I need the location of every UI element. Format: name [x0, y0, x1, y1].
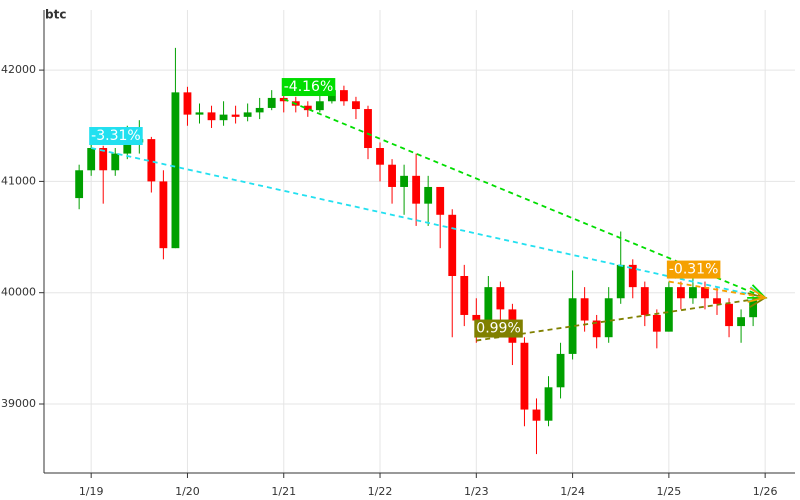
candle-body — [340, 90, 348, 102]
annotation-line — [90, 147, 766, 299]
candle-body — [123, 142, 132, 154]
candle-body — [87, 148, 96, 171]
candle-body — [532, 409, 541, 421]
y-tick-label: 40000 — [1, 286, 36, 299]
candle-body — [436, 186, 445, 215]
candle-body — [568, 298, 577, 354]
candle-body — [195, 112, 204, 115]
y-tick-label: 39000 — [1, 397, 36, 410]
candle-body — [725, 303, 733, 327]
candle-body — [400, 175, 409, 187]
x-tick-label: 1/25 — [657, 485, 682, 498]
candle-body — [604, 298, 613, 338]
candle-body — [496, 287, 505, 310]
candle-body — [713, 298, 721, 304]
candle-body — [424, 186, 433, 204]
candle-body — [580, 298, 589, 321]
annotation-box — [281, 78, 336, 97]
y-tick-label: 41000 — [1, 174, 36, 187]
candle-body — [364, 109, 372, 149]
annotation-box — [474, 319, 523, 338]
x-tick-label: 1/21 — [271, 485, 296, 498]
candle-body — [171, 92, 180, 249]
candle-body — [183, 92, 192, 115]
candle-body — [99, 148, 108, 171]
x-tick-label: 1/23 — [464, 485, 489, 498]
candle-body — [111, 153, 120, 171]
arrow-head — [747, 287, 768, 303]
candle-body — [664, 287, 673, 332]
candle-body — [556, 353, 565, 388]
candle-body — [376, 148, 384, 165]
annotation-box — [89, 127, 143, 146]
candle-body — [676, 287, 685, 299]
candle-body — [352, 101, 360, 110]
x-tick-label: 1/26 — [753, 485, 778, 498]
candle-body — [231, 114, 240, 117]
candle-body — [460, 276, 469, 315]
candle-body — [255, 107, 264, 113]
x-tick-label: 1/24 — [560, 485, 585, 498]
annotation-label: -4.16% — [284, 79, 334, 95]
annotation-box — [666, 260, 721, 279]
candle-body — [737, 317, 745, 327]
candle-body — [219, 114, 228, 121]
candle-body — [544, 387, 553, 421]
candle-body — [207, 112, 216, 121]
candle-body — [484, 287, 493, 321]
candle-body — [701, 287, 709, 299]
candle-body — [628, 264, 637, 288]
candle-body — [75, 170, 84, 199]
candle-body — [147, 139, 156, 182]
x-tick-label: 1/19 — [79, 485, 104, 498]
candle-body — [448, 214, 457, 277]
x-tick-label: 1/22 — [368, 485, 393, 498]
annotation-label: 0.99% — [476, 321, 520, 337]
annotation-label: -3.31% — [91, 128, 141, 144]
candle-body — [592, 320, 601, 338]
candle-body — [640, 287, 649, 315]
candle-body — [616, 264, 625, 299]
candle-body — [749, 300, 758, 318]
candle-body — [472, 314, 481, 321]
candle-body — [315, 101, 324, 111]
candle-body — [243, 112, 252, 117]
candle-body — [303, 105, 312, 111]
candle-body — [267, 97, 276, 108]
y-tick-label: 42000 — [1, 63, 36, 76]
candle-body — [652, 314, 661, 332]
annotation-line — [476, 296, 766, 342]
candle-body — [689, 287, 697, 299]
candle-body — [520, 342, 529, 410]
annotation-line — [668, 280, 766, 299]
chart-title: btc — [45, 8, 66, 22]
candle-body — [159, 181, 168, 249]
annotation-label: -0.31% — [669, 262, 719, 278]
x-tick-label: 1/20 — [175, 485, 200, 498]
candle-body — [388, 164, 396, 187]
candle-body — [412, 175, 421, 204]
